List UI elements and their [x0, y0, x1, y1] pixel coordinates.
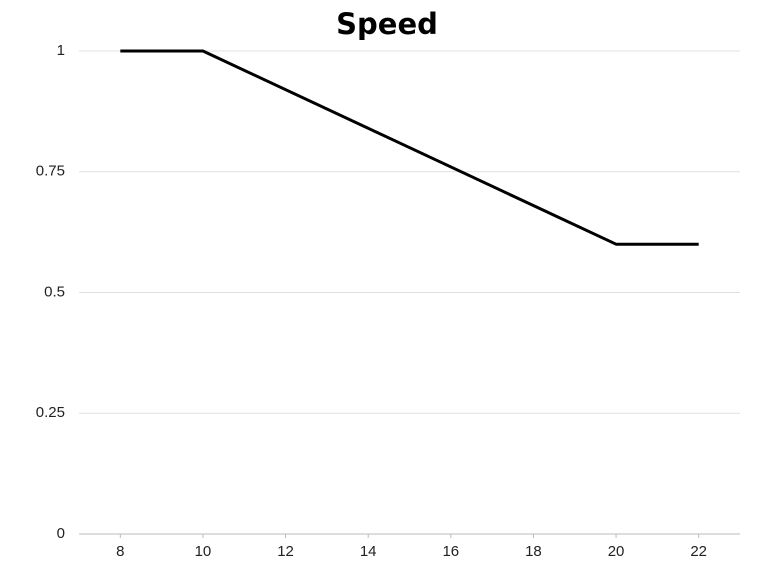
y-tick-label: 0 [57, 525, 65, 542]
x-tick-label: 22 [690, 543, 707, 560]
x-tick-label: 14 [360, 543, 377, 560]
y-tick-label: 0.75 [36, 163, 65, 180]
y-tick-label: 0.5 [44, 283, 65, 300]
y-tick-label: 0.25 [36, 404, 65, 421]
line-series [120, 49, 699, 246]
chart-title: Speed [336, 7, 438, 41]
x-tick-label: 18 [525, 543, 542, 560]
x-tick-label: 10 [195, 543, 212, 560]
x-tick-label: 16 [442, 543, 459, 560]
x-tick-label: 8 [116, 543, 124, 560]
x-tick-label: 20 [608, 543, 625, 560]
x-tick-label: 12 [277, 543, 294, 560]
y-tick-label: 1 [57, 42, 65, 59]
